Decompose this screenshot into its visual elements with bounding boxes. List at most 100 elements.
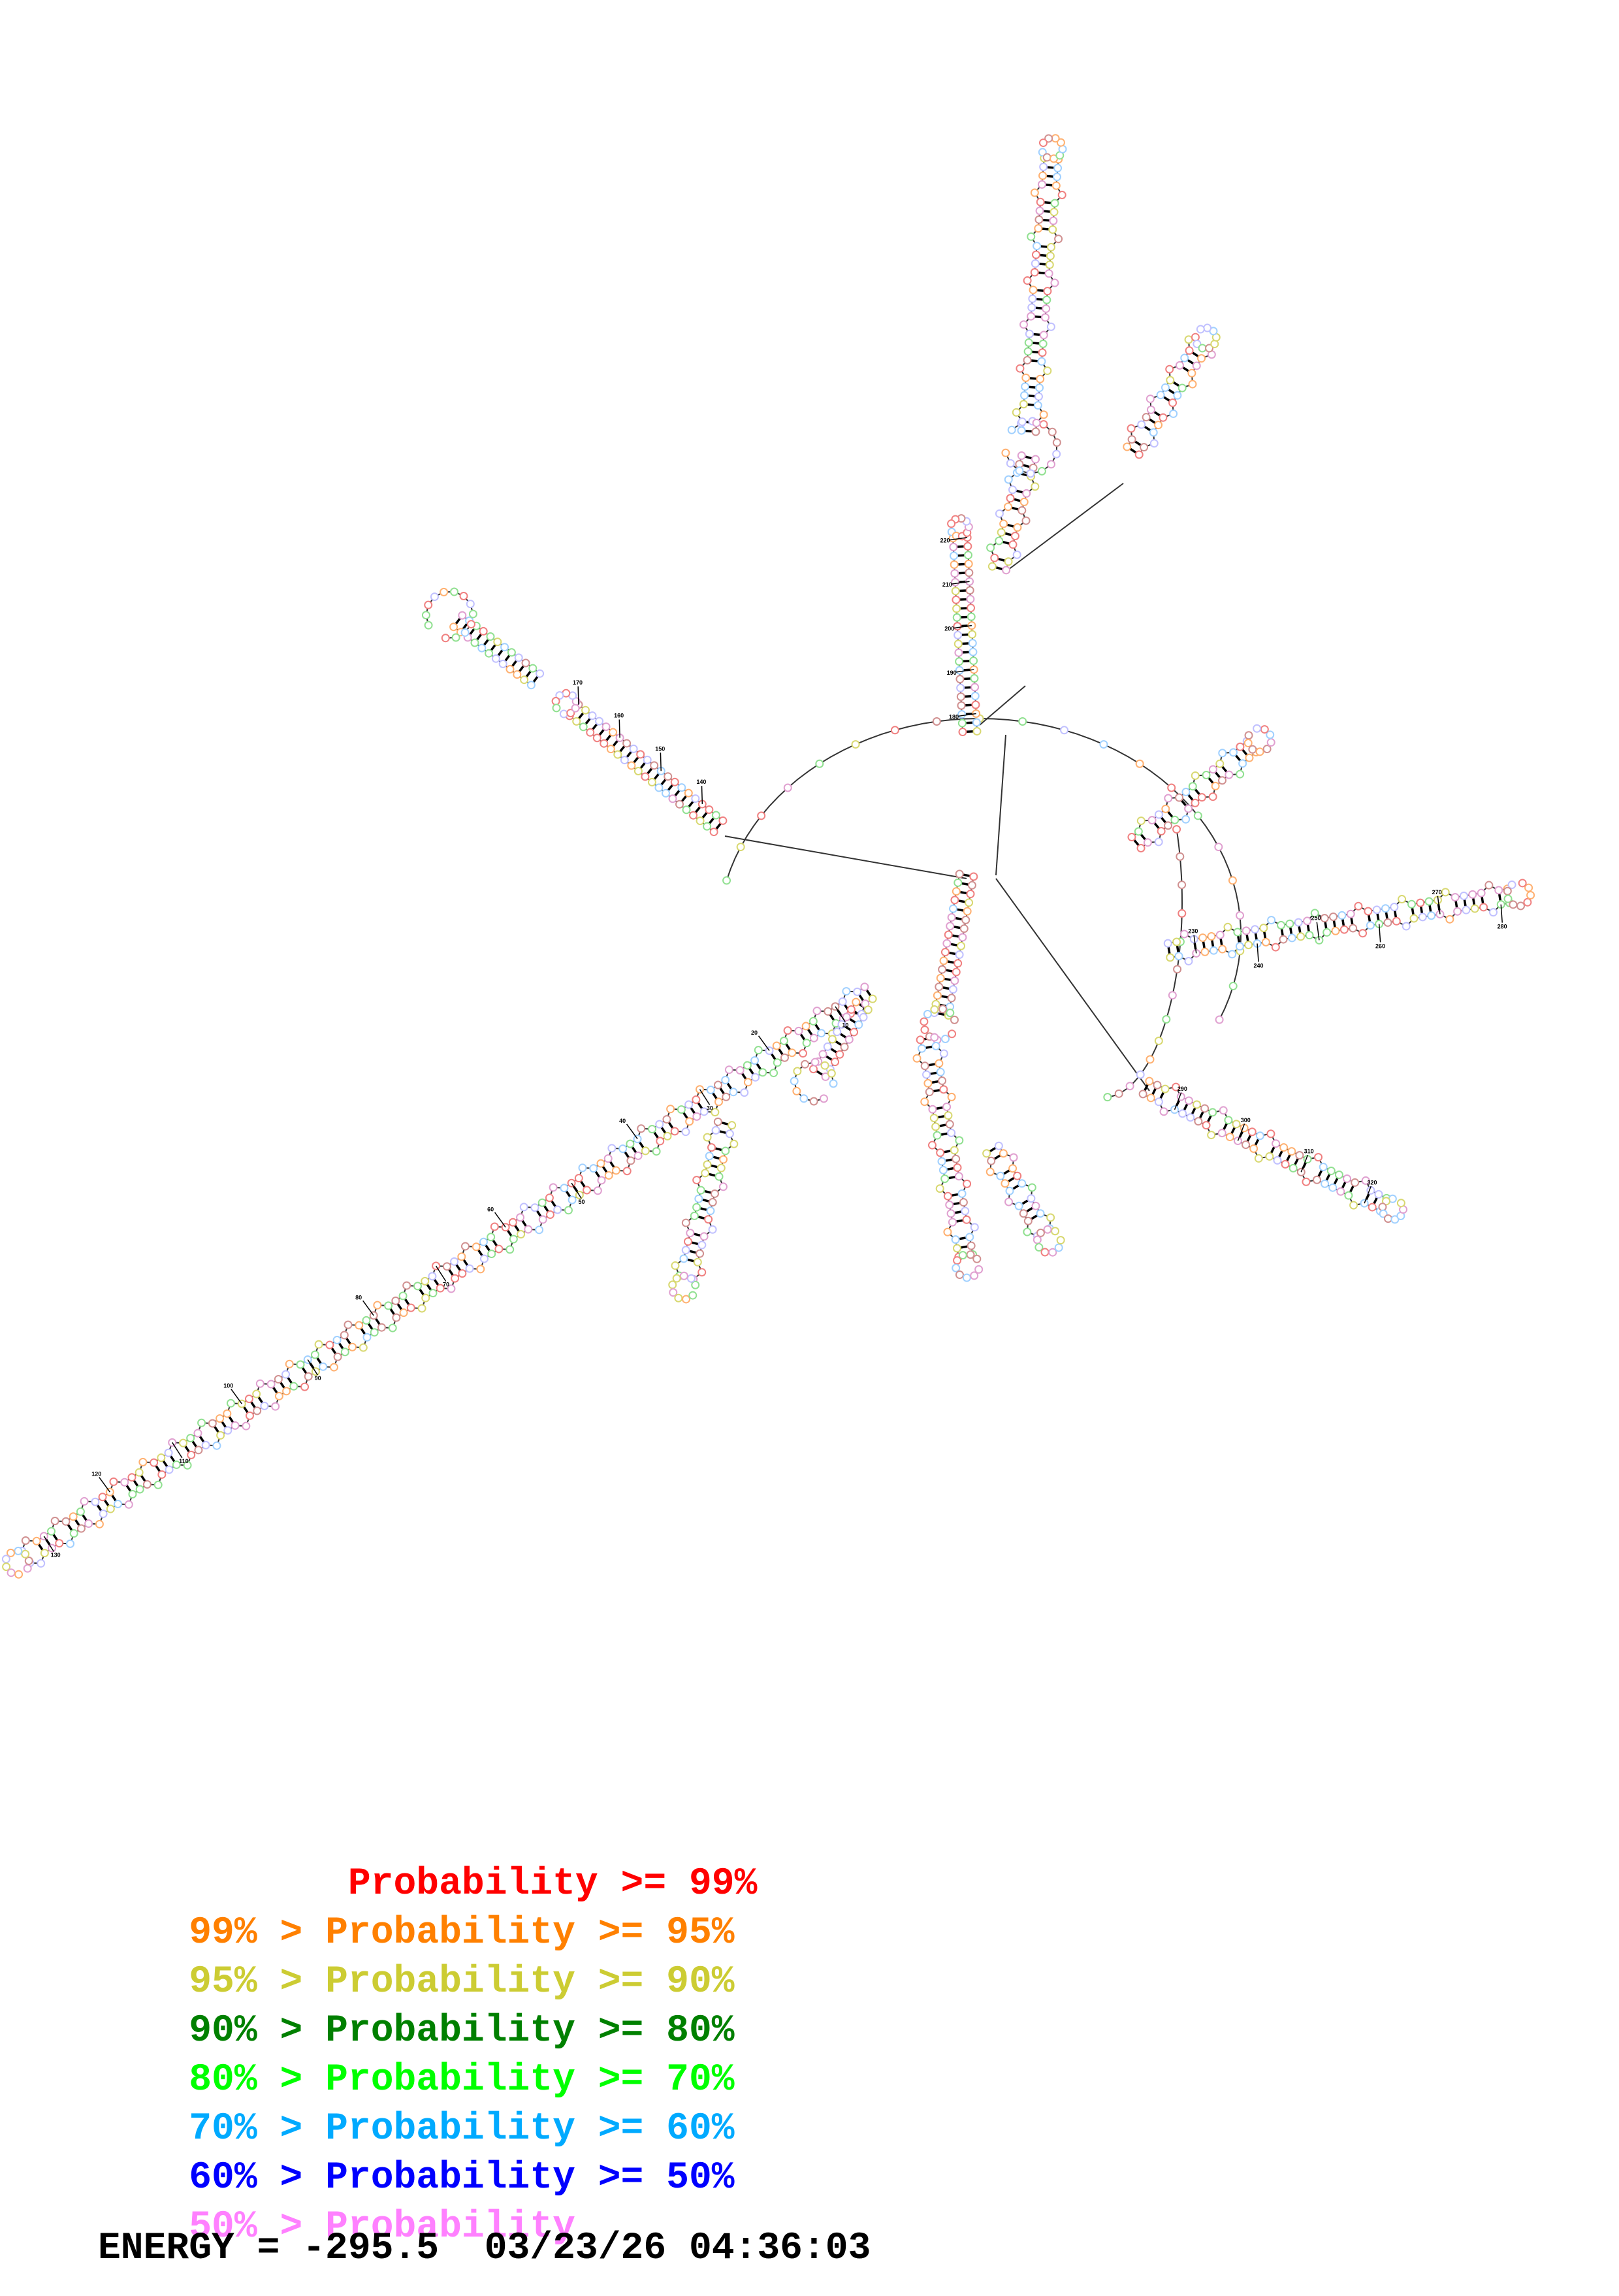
nucleotide — [344, 1321, 351, 1329]
nucleotide — [653, 1148, 660, 1155]
nucleotide — [1005, 1198, 1012, 1205]
nucleotide — [1000, 1150, 1007, 1157]
nucleotide — [924, 1011, 931, 1018]
nucleotide — [429, 1289, 436, 1297]
nucleotide — [202, 1442, 210, 1449]
nucleotide — [1236, 943, 1243, 950]
nucleotide — [1050, 208, 1057, 216]
nucleotide — [217, 1432, 224, 1439]
position-label: 240 — [1253, 962, 1263, 969]
nucleotide — [1055, 235, 1062, 242]
nucleotide — [689, 1292, 696, 1299]
backbone-segment — [996, 735, 1006, 875]
nucleotide — [952, 579, 959, 586]
nucleotide — [594, 1187, 601, 1194]
nucleotide — [1313, 1176, 1321, 1184]
nucleotide — [972, 692, 979, 700]
nucleotide — [971, 684, 978, 691]
nucleotide — [1033, 419, 1040, 427]
nucleotide — [1051, 280, 1058, 287]
nucleotide — [301, 1383, 308, 1391]
nucleotide — [144, 1481, 151, 1488]
nucleotide — [1219, 946, 1226, 953]
nucleotide — [1350, 1202, 1357, 1209]
nucleotide — [987, 1157, 995, 1165]
nucleotide — [793, 1088, 800, 1095]
nucleotide — [1006, 1188, 1014, 1195]
nucleotide — [810, 1018, 817, 1025]
nucleotide — [1315, 1154, 1322, 1161]
nucleotide — [957, 693, 965, 700]
nucleotide — [637, 1125, 645, 1132]
nucleotide — [865, 1006, 872, 1013]
nucleotide — [341, 1331, 348, 1338]
nucleotide — [818, 1029, 825, 1037]
nucleotide — [1176, 952, 1183, 960]
nucleotide — [705, 806, 713, 813]
nucleotide — [948, 1210, 955, 1217]
nucleotide — [819, 1050, 826, 1058]
nucleotide — [1446, 916, 1453, 923]
nucleotide — [751, 1057, 758, 1064]
nucleotide — [99, 1493, 106, 1500]
nucleotide — [1321, 914, 1328, 922]
position-label: 130 — [51, 1551, 61, 1558]
nucleotide — [664, 1133, 671, 1140]
nucleotide — [1170, 410, 1177, 417]
nucleotide — [1210, 947, 1217, 954]
nucleotide — [788, 1049, 795, 1056]
nucleotide — [950, 905, 957, 913]
nucleotide — [1417, 899, 1424, 907]
nucleotide — [945, 931, 952, 939]
nucleotide — [682, 1246, 690, 1253]
nucleotide — [1272, 1140, 1279, 1147]
nucleotide — [150, 1459, 157, 1466]
nucleotide — [458, 612, 466, 619]
nucleotide — [968, 1242, 975, 1250]
nucleotide — [954, 879, 961, 886]
nucleotide — [737, 1067, 744, 1074]
nucleotide — [1182, 816, 1189, 823]
nucleotide — [948, 1129, 955, 1137]
nucleotide — [1166, 366, 1173, 373]
nucleotide — [940, 1050, 948, 1057]
nucleotide — [938, 1158, 946, 1165]
nucleotide — [649, 779, 656, 786]
nucleotide — [1153, 1082, 1161, 1089]
nucleotide — [960, 1199, 967, 1206]
nucleotide — [480, 1238, 487, 1246]
nucleotide — [709, 1226, 716, 1233]
nucleotide — [624, 1167, 631, 1174]
nucleotide — [1044, 1226, 1051, 1233]
nucleotide — [488, 1250, 495, 1257]
nucleotide — [1216, 1016, 1223, 1024]
nucleotide — [995, 538, 1002, 545]
nucleotide — [650, 762, 658, 769]
nucleotide — [360, 1344, 367, 1351]
nucleotide — [37, 1560, 44, 1567]
nucleotide — [937, 975, 944, 982]
nucleotide — [726, 1130, 733, 1137]
nucleotide — [973, 1255, 980, 1263]
nucleotide — [468, 621, 475, 628]
nucleotide — [1202, 948, 1209, 956]
nucleotide — [70, 1513, 77, 1520]
nucleotide — [1036, 376, 1044, 383]
nucleotide-layer — [3, 135, 1534, 1577]
nucleotide — [1194, 812, 1202, 819]
nucleotide — [155, 1481, 162, 1489]
nucleotide — [695, 1195, 702, 1203]
nucleotide — [1044, 287, 1051, 295]
nucleotide — [1519, 879, 1526, 886]
position-label: 90 — [315, 1375, 321, 1382]
position-label: 200 — [944, 625, 954, 632]
nucleotide — [642, 1147, 649, 1154]
nucleotide — [536, 670, 543, 677]
nucleotide — [1323, 929, 1330, 936]
nucleotide — [1266, 1153, 1273, 1160]
nucleotide — [1236, 912, 1243, 919]
nucleotide — [951, 977, 958, 984]
nucleotide — [630, 745, 637, 752]
nucleotide — [216, 1415, 223, 1422]
nucleotide — [114, 1500, 121, 1508]
